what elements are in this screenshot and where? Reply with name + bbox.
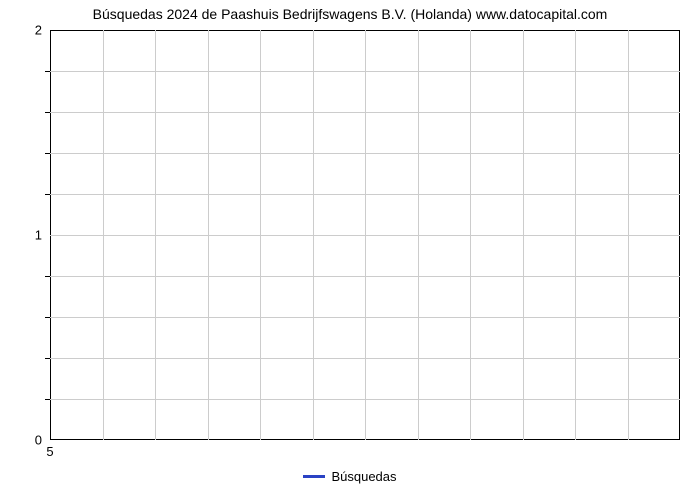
grid-line-vertical	[260, 30, 261, 440]
grid-line-vertical	[313, 30, 314, 440]
y-axis-tick-label: 2	[35, 23, 42, 38]
y-axis-tick-label: 0	[35, 433, 42, 448]
legend-label: Búsquedas	[331, 469, 396, 484]
grid-line-vertical	[208, 30, 209, 440]
grid-line-vertical	[628, 30, 629, 440]
y-axis-minor-tick	[45, 399, 50, 400]
grid-line-vertical	[418, 30, 419, 440]
grid-line-vertical	[575, 30, 576, 440]
chart-legend: Búsquedas	[0, 468, 700, 484]
y-axis-tick-label: 1	[35, 228, 42, 243]
grid-line-vertical	[523, 30, 524, 440]
y-axis-minor-tick	[45, 317, 50, 318]
grid-line-vertical	[103, 30, 104, 440]
chart-plot-area: 0125	[50, 30, 680, 440]
chart-title: Búsquedas 2024 de Paashuis Bedrijfswagen…	[0, 6, 700, 22]
legend-swatch	[303, 475, 325, 478]
y-axis-minor-tick	[45, 358, 50, 359]
grid-line-vertical	[470, 30, 471, 440]
y-axis-minor-tick	[45, 276, 50, 277]
y-axis-minor-tick	[45, 71, 50, 72]
y-axis-minor-tick	[45, 153, 50, 154]
grid-line-vertical	[365, 30, 366, 440]
y-axis-minor-tick	[45, 112, 50, 113]
x-axis-tick-label: 5	[46, 444, 53, 459]
y-axis-minor-tick	[45, 194, 50, 195]
grid-line-vertical	[155, 30, 156, 440]
